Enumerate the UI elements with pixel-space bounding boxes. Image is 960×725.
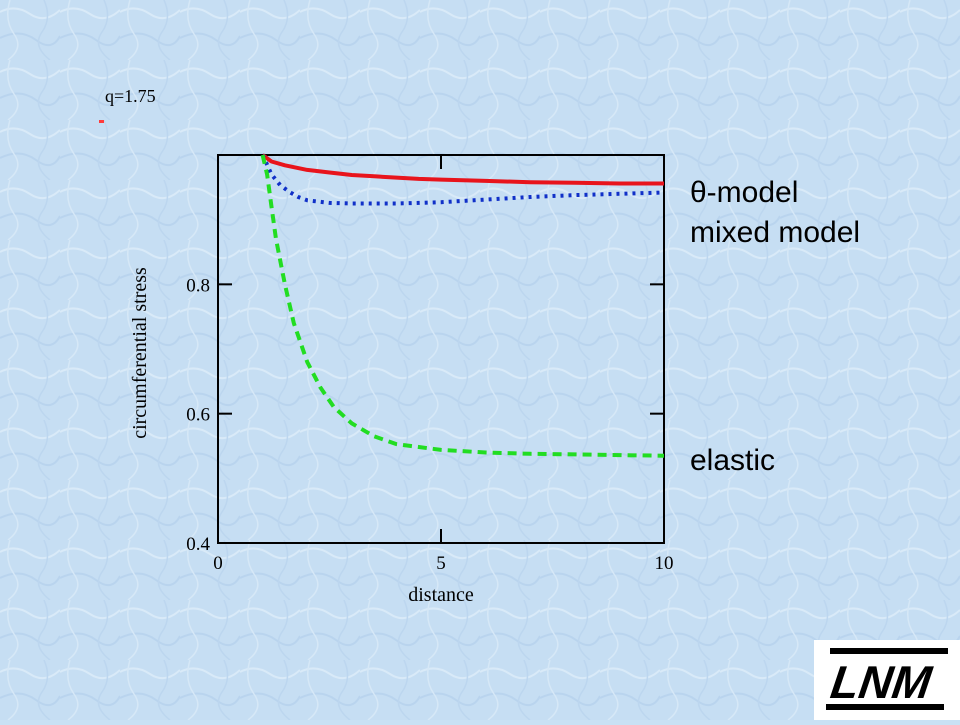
legend-mixed-model: mixed model xyxy=(690,216,861,249)
series-line-elastic xyxy=(260,154,665,458)
y-tick-label: 0.6 xyxy=(186,405,210,426)
legend-theta-model: θ-model xyxy=(690,176,799,209)
legend-elastic: elastic xyxy=(690,444,776,477)
lnm-logo-mark: LNM xyxy=(826,648,948,710)
y-tick-label: 0.8 xyxy=(186,275,210,296)
y-tick-label: 0.4 xyxy=(186,534,210,555)
parameter-annotation: q=1.75 xyxy=(105,86,156,106)
lnm-logo: LNM xyxy=(814,640,960,720)
x-axis-label: distance xyxy=(408,584,474,606)
x-tick-label: 10 xyxy=(655,553,674,574)
series-line-theta-model xyxy=(261,153,664,186)
x-tick-label: 0 xyxy=(213,553,223,574)
logo-text: LNM xyxy=(828,656,936,708)
series-line-mixed-model xyxy=(260,154,665,206)
plot-frame xyxy=(217,154,665,544)
x-tick-label: 5 xyxy=(436,553,446,574)
series-layer xyxy=(260,153,665,458)
label-layer: 0.4 0.6 0.8 0 5 10 distance circumferential str… xyxy=(129,267,674,606)
y-axis-label: circumferential stress xyxy=(129,267,151,439)
axes-layer xyxy=(217,154,665,544)
annotation-marker xyxy=(99,120,104,123)
